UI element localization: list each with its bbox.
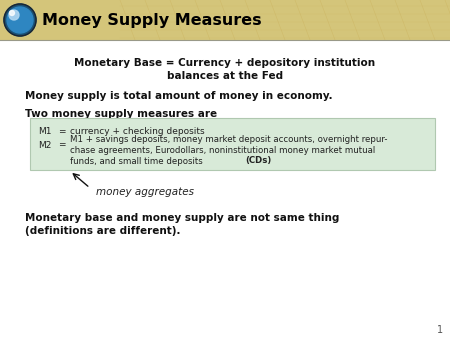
Circle shape — [6, 6, 34, 34]
Bar — [0, 0, 450, 40]
Text: money aggregates: money aggregates — [96, 187, 194, 197]
Text: M1 + savings deposits, money market deposit accounts, overnight repur-: M1 + savings deposits, money market depo… — [70, 136, 387, 145]
Text: Two money supply measures are: Two money supply measures are — [25, 109, 217, 119]
Circle shape — [4, 4, 36, 36]
Text: =: = — [58, 127, 66, 137]
Text: Money supply is total amount of money in economy.: Money supply is total amount of money in… — [25, 91, 333, 101]
Circle shape — [9, 10, 14, 16]
Text: (definitions are different).: (definitions are different). — [25, 226, 180, 236]
Text: funds, and small time deposits: funds, and small time deposits — [70, 156, 206, 166]
Text: (CDs): (CDs) — [245, 156, 271, 166]
Text: M2: M2 — [38, 141, 51, 149]
Text: Money Supply Measures: Money Supply Measures — [42, 13, 261, 27]
Text: M1: M1 — [38, 127, 51, 137]
Text: currency + checking deposits: currency + checking deposits — [70, 127, 205, 137]
Text: chase agreements, Eurodollars, noninstitutional money market mutual: chase agreements, Eurodollars, noninstit… — [70, 146, 375, 155]
Text: Monetary Base = Currency + depository institution: Monetary Base = Currency + depository in… — [74, 58, 376, 68]
Text: 1: 1 — [437, 325, 443, 335]
Text: Monetary base and money supply are not same thing: Monetary base and money supply are not s… — [25, 213, 339, 223]
Text: balances at the Fed: balances at the Fed — [167, 71, 283, 81]
Circle shape — [7, 7, 33, 33]
Bar — [30, 118, 435, 170]
Text: =: = — [58, 141, 66, 149]
Circle shape — [9, 10, 19, 20]
